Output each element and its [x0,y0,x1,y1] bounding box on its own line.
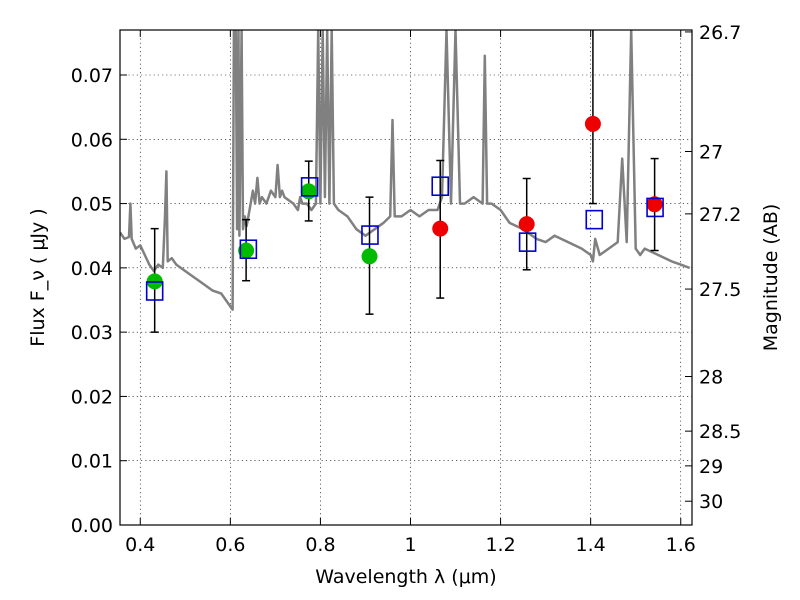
red-data-point [518,216,535,233]
right-tick-label: 27.2 [699,204,741,226]
y-tick-label: 0.06 [71,129,113,151]
y-tick-label: 0.04 [71,258,113,280]
model-box [300,177,319,197]
green-data-point [361,248,378,265]
model-box [431,176,450,197]
right-tick-label: 27 [699,142,723,164]
right-tick-label: 27.5 [699,279,741,301]
red-data-point [646,196,663,213]
y-tick-label: 0.00 [71,515,113,537]
model-spectrum [120,30,691,311]
red-data-point [432,220,449,237]
y-axis-label: Flux F_ν ( μJy ) [27,208,49,346]
x-tick-label: 1.6 [666,534,696,556]
y-axis-right-label: Magnitude (AB) [760,204,782,352]
x-axis-label: Wavelength λ (μm) [315,566,496,588]
green-data-point [300,183,317,200]
model-spectrum-line [120,30,691,311]
model-photometry-boxes [145,176,664,301]
x-tick-label: 0.6 [215,534,245,556]
right-tick-label: 30 [699,491,723,513]
green-data-point [238,242,255,259]
model-box [646,197,664,218]
model-box [239,239,258,260]
x-tick-label: 1.4 [576,534,606,556]
model-box [145,281,164,301]
right-tick-label: 28 [699,367,723,389]
model-box [361,225,379,245]
error-bars [150,30,659,333]
y-tick-label: 0.05 [71,194,113,216]
axis-ticks: 0.4 0.6 0.8 1 1.2 1.4 1.6 0.00 0.01 0.02 0.03 0.04 0… [71,22,742,556]
y-tick-label: 0.07 [71,65,113,87]
x-tick-label: 0.4 [125,534,155,556]
x-tick-label: 1 [404,534,416,556]
y-tick-label: 0.02 [71,386,113,408]
plot-frame [119,29,693,526]
right-tick-label: 28.5 [699,421,741,443]
right-tick-label: 26.7 [699,22,741,44]
x-tick-label: 0.8 [305,534,335,556]
right-tick-label: 29 [699,456,723,478]
model-box [585,209,604,230]
red-data-point [584,115,601,132]
model-box [518,232,537,252]
y-tick-label: 0.03 [71,322,113,344]
observed-points [146,115,663,290]
x-tick-label: 1.2 [485,534,515,556]
grid [120,30,692,526]
y-tick-label: 0.01 [71,451,113,473]
